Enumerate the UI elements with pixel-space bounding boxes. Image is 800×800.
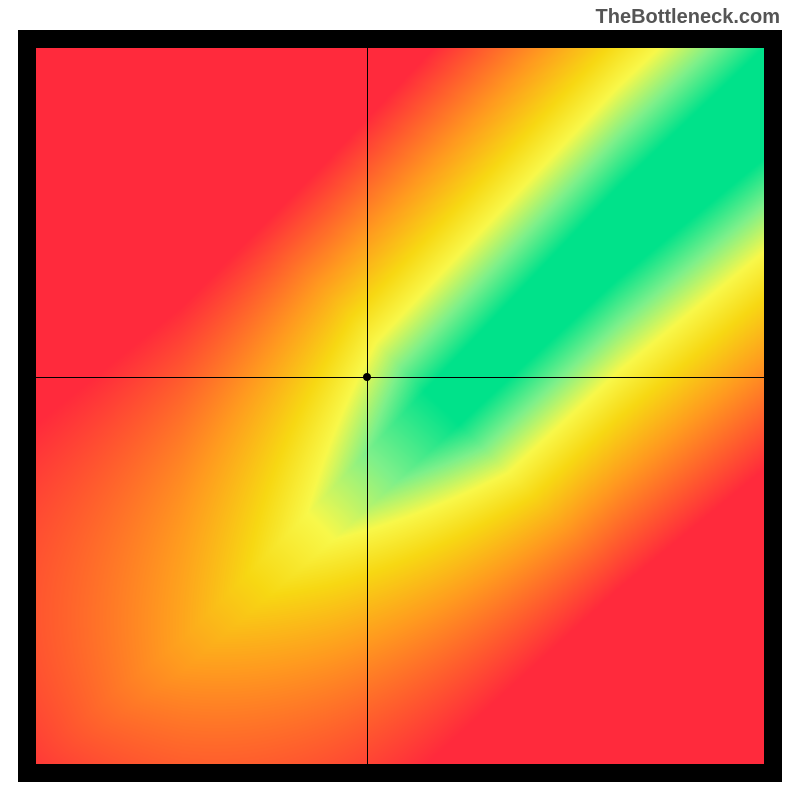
marker-point (363, 373, 371, 381)
chart-container: TheBottleneck.com (0, 0, 800, 800)
heatmap-canvas (36, 48, 764, 764)
crosshair-vertical (367, 48, 368, 764)
watermark-text: TheBottleneck.com (596, 6, 780, 29)
crosshair-horizontal (36, 377, 764, 378)
plot-area (18, 30, 782, 782)
